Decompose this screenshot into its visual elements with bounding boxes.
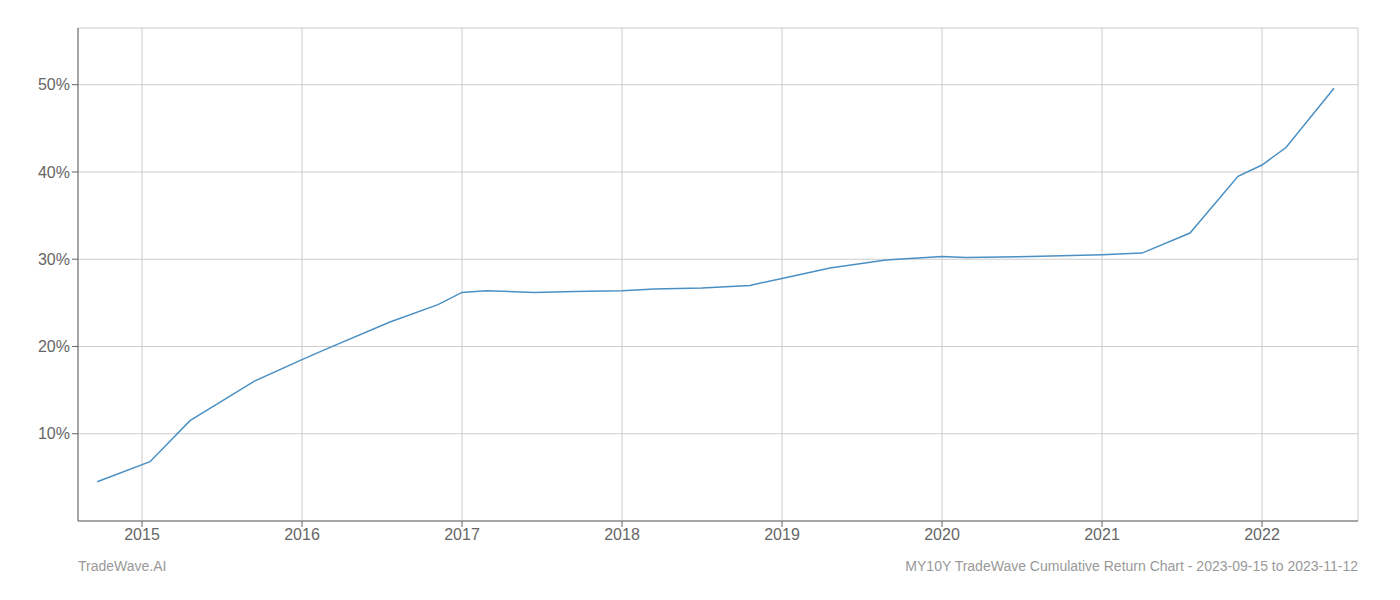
svg-text:50%: 50% bbox=[38, 76, 70, 93]
svg-text:2017: 2017 bbox=[444, 526, 480, 543]
html-text:MY10Y TradeWave Cumulative Ret: MY10Y TradeWave Cumulative Return Chart … bbox=[905, 558, 1358, 574]
svg-text:40%: 40% bbox=[38, 164, 70, 181]
svg-text:2016: 2016 bbox=[284, 526, 320, 543]
svg-text:2018: 2018 bbox=[604, 526, 640, 543]
svg-text:2021: 2021 bbox=[1084, 526, 1120, 543]
svg-text:2020: 2020 bbox=[924, 526, 960, 543]
svg-text:2022: 2022 bbox=[1244, 526, 1280, 543]
svg-text:2015: 2015 bbox=[124, 526, 160, 543]
svg-text:10%: 10% bbox=[38, 425, 70, 442]
svg-text:30%: 30% bbox=[38, 251, 70, 268]
html-text:TradeWave.AI: TradeWave.AI bbox=[78, 558, 167, 574]
svg-text:20%: 20% bbox=[38, 338, 70, 355]
svg-text:2019: 2019 bbox=[764, 526, 800, 543]
